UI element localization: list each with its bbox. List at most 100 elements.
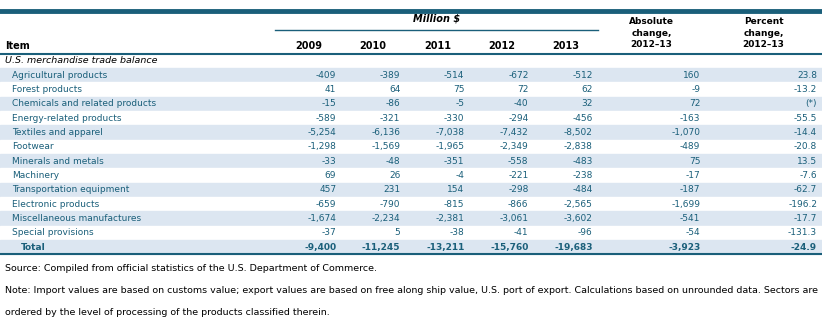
Text: Forest products: Forest products (12, 85, 82, 94)
Text: -1,298: -1,298 (307, 142, 336, 151)
Text: Source: Compiled from official statistics of the U.S. Department of Commerce.: Source: Compiled from official statistic… (5, 264, 377, 273)
Bar (0, 240, 822, 254)
Text: -514: -514 (444, 71, 464, 80)
Text: -196.2: -196.2 (788, 200, 817, 209)
Text: -2,234: -2,234 (372, 214, 400, 223)
Text: Minerals and metals: Minerals and metals (12, 157, 104, 166)
Text: -5: -5 (455, 99, 464, 108)
Text: Total: Total (21, 242, 45, 252)
Text: 2011: 2011 (424, 41, 450, 51)
Text: -589: -589 (316, 114, 336, 123)
Text: -4: -4 (455, 171, 464, 180)
Bar (0, 183, 822, 197)
Text: Machinery: Machinery (12, 171, 59, 180)
Bar (0, 226, 822, 240)
Text: Transportation equipment: Transportation equipment (12, 185, 130, 194)
Text: -7,432: -7,432 (500, 128, 529, 137)
Text: -330: -330 (444, 114, 464, 123)
Text: -389: -389 (380, 71, 400, 80)
Text: U.S. merchandise trade balance: U.S. merchandise trade balance (5, 56, 158, 66)
Text: -15,760: -15,760 (490, 242, 529, 252)
Text: -484: -484 (572, 185, 593, 194)
Text: 457: 457 (319, 185, 336, 194)
Text: 32: 32 (581, 99, 593, 108)
Text: -2,838: -2,838 (564, 142, 593, 151)
Text: ordered by the level of processing of the products classified therein.: ordered by the level of processing of th… (5, 308, 330, 317)
Text: -13.2: -13.2 (794, 85, 817, 94)
Text: -483: -483 (572, 157, 593, 166)
Text: -456: -456 (572, 114, 593, 123)
Text: Special provisions: Special provisions (12, 228, 94, 237)
Text: -55.5: -55.5 (794, 114, 817, 123)
Text: -86: -86 (386, 99, 400, 108)
Bar (0, 97, 822, 111)
Text: (*): (*) (806, 99, 817, 108)
Text: 26: 26 (389, 171, 400, 180)
Text: -9: -9 (691, 85, 700, 94)
Text: -2,349: -2,349 (500, 142, 529, 151)
Text: 2009: 2009 (295, 41, 321, 51)
Text: Agricultural products: Agricultural products (12, 71, 108, 80)
Text: -1,965: -1,965 (436, 142, 464, 151)
Text: -11,245: -11,245 (362, 242, 400, 252)
Bar (0, 154, 822, 168)
Text: -3,602: -3,602 (564, 214, 593, 223)
Text: -54: -54 (686, 228, 700, 237)
Text: -1,569: -1,569 (372, 142, 400, 151)
Text: -1,699: -1,699 (672, 200, 700, 209)
Text: Note: Import values are based on customs value; export values are based on free : Note: Import values are based on customs… (5, 286, 818, 295)
Text: 69: 69 (325, 171, 336, 180)
Text: -38: -38 (450, 228, 464, 237)
Text: 72: 72 (517, 85, 529, 94)
Text: -790: -790 (380, 200, 400, 209)
Text: -221: -221 (508, 171, 529, 180)
Text: Energy-related products: Energy-related products (12, 114, 122, 123)
Text: -7,038: -7,038 (436, 128, 464, 137)
Text: -40: -40 (514, 99, 529, 108)
Text: -541: -541 (680, 214, 700, 223)
Text: Miscellaneous manufactures: Miscellaneous manufactures (12, 214, 141, 223)
Text: Item: Item (5, 41, 30, 51)
Text: 2012: 2012 (488, 41, 515, 51)
Text: -2,565: -2,565 (564, 200, 593, 209)
Text: -351: -351 (444, 157, 464, 166)
Bar (0, 197, 822, 211)
Text: -866: -866 (508, 200, 529, 209)
Text: -2,381: -2,381 (436, 214, 464, 223)
Text: -6,136: -6,136 (372, 128, 400, 137)
Text: -238: -238 (572, 171, 593, 180)
Text: 72: 72 (689, 99, 700, 108)
Text: -558: -558 (508, 157, 529, 166)
Text: -294: -294 (508, 114, 529, 123)
Text: -131.3: -131.3 (788, 228, 817, 237)
Text: -17.7: -17.7 (794, 214, 817, 223)
Text: -15: -15 (321, 99, 336, 108)
Text: 64: 64 (389, 85, 400, 94)
Text: -33: -33 (321, 157, 336, 166)
Text: -96: -96 (578, 228, 593, 237)
Text: -512: -512 (572, 71, 593, 80)
Text: Million $: Million $ (413, 14, 460, 24)
Text: -672: -672 (508, 71, 529, 80)
Text: -20.8: -20.8 (794, 142, 817, 151)
Text: -298: -298 (508, 185, 529, 194)
Text: Footwear: Footwear (12, 142, 54, 151)
Text: 154: 154 (447, 185, 464, 194)
Text: 160: 160 (683, 71, 700, 80)
Text: Absolute
change,
2012–13: Absolute change, 2012–13 (629, 17, 674, 49)
Bar (0, 140, 822, 154)
Text: -3,923: -3,923 (668, 242, 700, 252)
Text: 75: 75 (453, 85, 464, 94)
Text: -187: -187 (680, 185, 700, 194)
Text: 231: 231 (383, 185, 400, 194)
Text: -1,674: -1,674 (307, 214, 336, 223)
Text: 2010: 2010 (360, 41, 386, 51)
Text: -3,061: -3,061 (500, 214, 529, 223)
Text: -7.6: -7.6 (800, 171, 817, 180)
Text: -489: -489 (680, 142, 700, 151)
Text: -8,502: -8,502 (564, 128, 593, 137)
Text: 75: 75 (689, 157, 700, 166)
Text: -659: -659 (316, 200, 336, 209)
Text: -321: -321 (380, 114, 400, 123)
Text: -37: -37 (321, 228, 336, 237)
